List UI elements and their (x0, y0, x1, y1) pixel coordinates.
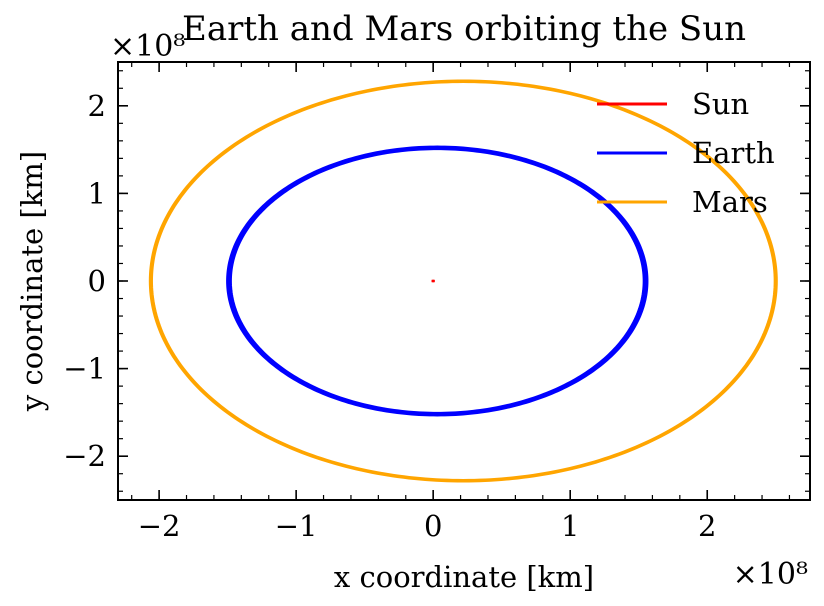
series-sun-line (431, 279, 435, 283)
x-tick-label: 1 (561, 509, 579, 543)
legend-label-earth: Earth (692, 136, 775, 170)
legend: Sun Earth Mars (597, 87, 775, 219)
x-axis-multiplier: ×10⁸ (733, 557, 808, 592)
plot-area-frame (117, 61, 811, 501)
y-tick-label: −2 (63, 439, 106, 473)
chart-title: Earth and Mars orbiting the Sun (182, 9, 746, 49)
x-tick-label: 0 (424, 509, 442, 543)
y-tick-label: 1 (88, 176, 106, 210)
legend-label-sun: Sun (692, 87, 749, 121)
x-axis-ticks: −2 −1 0 1 2 (131, 62, 791, 543)
legend-label-mars: Mars (692, 185, 768, 219)
y-tick-label: 2 (88, 89, 106, 123)
y-axis-ticks: −2 −1 0 1 2 (63, 70, 810, 492)
y-tick-label: 0 (88, 264, 106, 298)
x-tick-label: −1 (275, 509, 318, 543)
series-layer (148, 79, 778, 483)
y-axis-multiplier: ×10⁸ (110, 29, 185, 64)
y-axis-label: y coordinate [km] (15, 151, 49, 412)
series-mars-line (150, 80, 777, 482)
y-tick-label: −1 (63, 352, 106, 386)
series-earth-line (226, 145, 649, 417)
x-tick-label: −2 (138, 509, 181, 543)
series-earth-line (229, 147, 646, 415)
series-mars-line (148, 79, 778, 483)
x-tick-label: 2 (698, 509, 716, 543)
x-axis-label: x coordinate [km] (334, 560, 594, 594)
